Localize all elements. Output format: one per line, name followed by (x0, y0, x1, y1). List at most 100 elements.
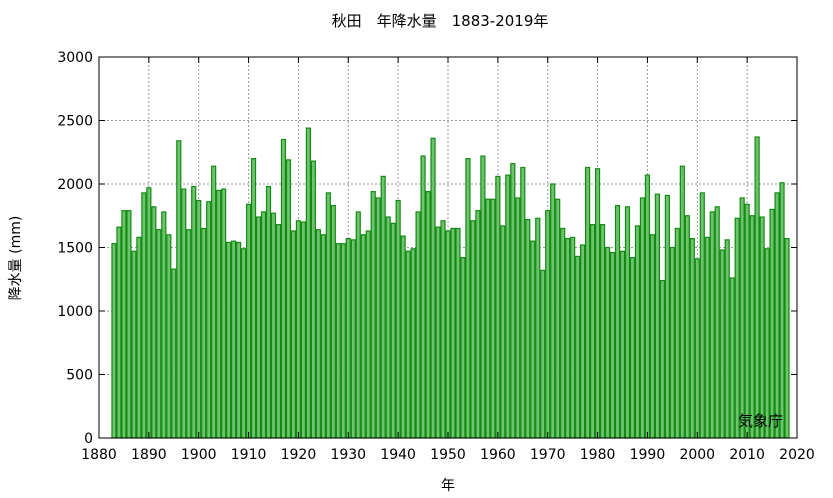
bar-1945 (420, 155, 426, 439)
x-tick-label: 1990 (630, 447, 666, 463)
bar-2003 (709, 211, 715, 439)
bar-1956 (475, 210, 481, 439)
bar-1986 (624, 206, 631, 439)
bar-1972 (555, 198, 561, 439)
bar-1989 (639, 197, 646, 439)
bar-1919 (290, 230, 297, 439)
bar-1925 (320, 234, 326, 439)
bar-1903 (211, 165, 217, 439)
bar-1894 (166, 234, 172, 439)
bar-1896 (176, 140, 182, 439)
bar-1961 (500, 225, 506, 439)
bar-1981 (599, 224, 606, 439)
bar-2006 (724, 239, 730, 439)
bar-1915 (270, 212, 277, 439)
bar-1946 (425, 191, 431, 439)
bar-1889 (141, 192, 147, 439)
chart-title: 秋田 年降水量 1883-2019年 (332, 12, 549, 30)
bar-1920 (295, 220, 302, 439)
bar-2010 (744, 203, 750, 439)
bar-1974 (565, 238, 571, 439)
x-tick-label: 1980 (580, 447, 616, 463)
bar-1950 (445, 230, 451, 439)
bar-2000 (694, 258, 700, 439)
bar-1941 (400, 235, 406, 439)
bar-1955 (470, 220, 476, 439)
annotation-jma: 気象庁 (738, 412, 783, 430)
bar-1993 (659, 279, 665, 439)
bar-1897 (181, 188, 187, 439)
y-tick-label: 2500 (57, 114, 93, 130)
x-tick-label: 1950 (430, 447, 466, 463)
bar-1971 (550, 183, 556, 439)
bar-1932 (355, 211, 361, 439)
bar-1947 (430, 137, 436, 439)
bar-1984 (614, 204, 621, 439)
bar-1942 (405, 250, 411, 439)
bar-1926 (325, 192, 331, 439)
bar-1999 (689, 238, 695, 439)
bar-1944 (415, 211, 421, 439)
bar-1953 (460, 257, 466, 439)
bar-2013 (759, 216, 765, 439)
bar-1979 (589, 224, 596, 439)
bar-1900 (196, 199, 202, 439)
bar-1916 (275, 224, 282, 439)
bar-1913 (260, 211, 267, 439)
bar-1992 (654, 193, 660, 439)
bar-1983 (609, 251, 616, 439)
bar-1938 (385, 216, 391, 439)
y-tick-label: 2000 (57, 177, 93, 193)
bar-1904 (216, 189, 222, 439)
bar-1884 (116, 226, 122, 439)
bar-2017 (779, 182, 785, 439)
bar-1958 (485, 198, 491, 439)
bar-2002 (704, 236, 710, 439)
x-tick-label: 2010 (729, 447, 765, 463)
bar-1990 (644, 174, 651, 439)
x-tick-label: 1970 (530, 447, 566, 463)
bar-1906 (226, 241, 232, 439)
bar-1998 (684, 215, 690, 439)
bar-2015 (769, 208, 775, 439)
bar-1939 (390, 222, 396, 439)
bar-1933 (360, 234, 366, 439)
bar-1970 (545, 210, 551, 439)
bar-1965 (520, 166, 526, 439)
bar-1951 (450, 227, 456, 439)
bar-1960 (495, 175, 501, 439)
bar-2014 (764, 248, 770, 439)
x-tick-label: 1940 (380, 447, 416, 463)
bar-1910 (245, 203, 252, 439)
bar-1917 (280, 138, 287, 439)
bar-1918 (285, 159, 292, 439)
bar-1898 (186, 229, 192, 439)
bar-1887 (131, 250, 137, 439)
bar-1978 (585, 166, 591, 439)
bar-1954 (465, 158, 471, 439)
bar-1988 (634, 225, 641, 439)
x-tick-label: 1890 (131, 447, 167, 463)
bar-1976 (575, 255, 581, 439)
bar-1980 (594, 168, 601, 439)
bar-2009 (739, 197, 745, 439)
x-tick-label: 1960 (480, 447, 516, 463)
bar-1927 (330, 204, 336, 439)
bar-1996 (674, 227, 680, 439)
bar-1952 (455, 227, 461, 439)
bar-1962 (505, 174, 511, 439)
bar-1921 (300, 221, 307, 439)
y-axis-label: 降水量 (mm) (8, 216, 24, 301)
bar-2018 (784, 238, 790, 439)
bar-1959 (490, 198, 496, 439)
bar-1936 (375, 197, 381, 439)
bar-1935 (370, 191, 376, 439)
bar-1929 (340, 243, 346, 439)
x-axis-label: 年 (441, 478, 455, 494)
bar-2001 (699, 192, 705, 439)
bar-1886 (126, 210, 132, 439)
bar-1995 (669, 246, 675, 439)
bar-2008 (734, 217, 740, 439)
bar-2007 (729, 277, 735, 439)
bar-1930 (345, 238, 351, 439)
